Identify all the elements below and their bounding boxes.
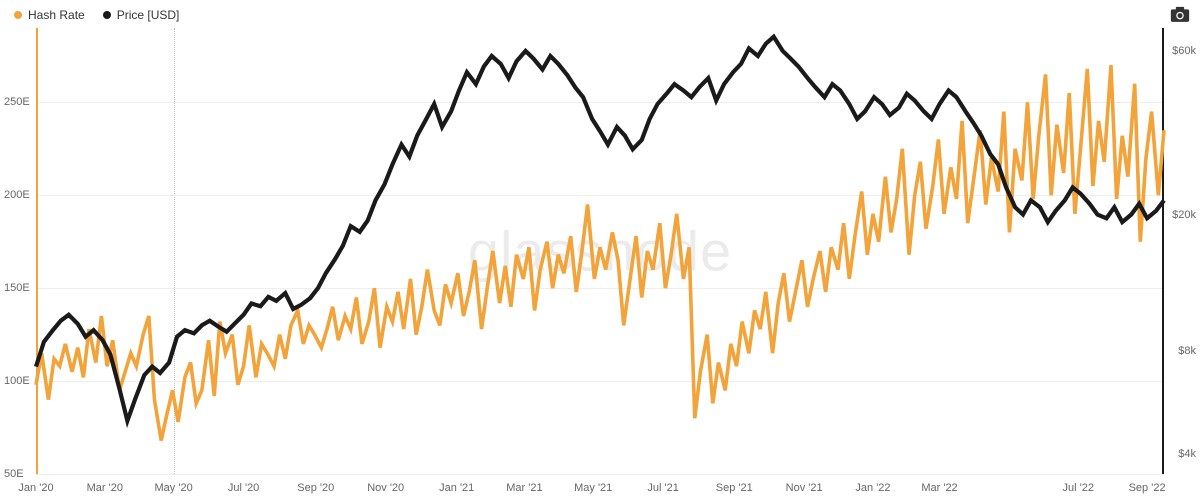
y-left-tick: 250E (0, 96, 36, 108)
x-tick: Sep '21 (716, 482, 753, 494)
x-tick: Sep '20 (297, 482, 334, 494)
legend-label-price: Price [USD] (117, 8, 180, 22)
x-tick: Mar '22 (921, 482, 957, 494)
y-axis-right: $4k $8k $20k $60k (1164, 28, 1200, 474)
y-right-tick: $20k (1164, 209, 1200, 221)
camera-icon (1170, 6, 1190, 23)
chart-legend: Hash Rate Price [USD] (14, 8, 179, 22)
y-left-tick: 50E (0, 468, 36, 480)
plot-svg (36, 28, 1164, 474)
x-tick: Jan '20 (18, 482, 53, 494)
legend-dot-price (103, 11, 111, 19)
y-right-tick: $4k (1164, 448, 1200, 460)
y-axis-left: 50E100E150E200E250E (0, 28, 36, 474)
x-tick: May '20 (155, 482, 193, 494)
x-tick: Jan '21 (439, 482, 474, 494)
x-tick: Jul '21 (647, 482, 678, 494)
snapshot-button[interactable] (1170, 6, 1190, 22)
x-tick: Sep '22 (1129, 482, 1166, 494)
x-tick: Nov '21 (786, 482, 823, 494)
x-axis: Jan '20Mar '20May '20Jul '20Sep '20Nov '… (36, 474, 1164, 504)
y-left-tick: 100E (0, 375, 36, 387)
x-tick: Mar '21 (506, 482, 542, 494)
legend-dot-hashrate (14, 11, 22, 19)
y-left-tick: 200E (0, 189, 36, 201)
chart-plot-area[interactable]: glassnode (36, 28, 1164, 474)
x-tick: Mar '20 (87, 482, 123, 494)
legend-item-price[interactable]: Price [USD] (103, 8, 180, 22)
y-right-tick: $8k (1164, 345, 1200, 357)
x-tick: Nov '20 (367, 482, 404, 494)
line-hash-rate (36, 65, 1164, 440)
gridline (36, 474, 1164, 475)
y-left-tick: 150E (0, 282, 36, 294)
x-tick: Jan '22 (855, 482, 890, 494)
legend-label-hashrate: Hash Rate (28, 8, 85, 22)
x-tick: Jul '22 (1063, 482, 1094, 494)
y-right-tick: $60k (1164, 45, 1200, 57)
x-tick: Jul '20 (228, 482, 259, 494)
legend-item-hashrate[interactable]: Hash Rate (14, 8, 85, 22)
x-tick: May '21 (574, 482, 612, 494)
